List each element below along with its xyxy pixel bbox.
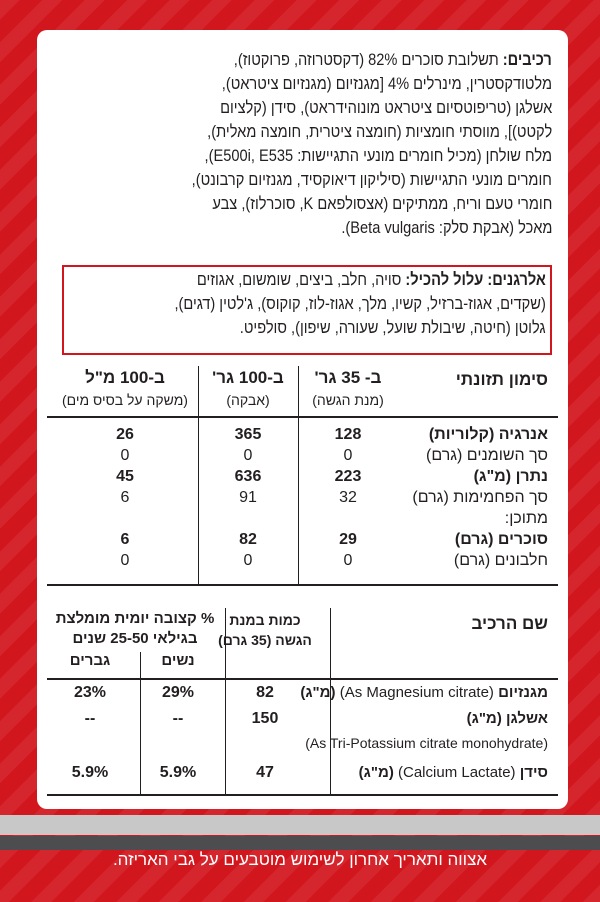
nutrient-value: 32: [339, 489, 357, 506]
allergens-line: (שקדים, אגוז-ברזיל, קשיו, מלך, אגוז-לוז,…: [175, 294, 546, 314]
nutrient-value: 0: [120, 552, 130, 569]
mineral-value: 5.9%: [159, 764, 197, 781]
nutrient-value: 0: [243, 552, 253, 569]
nutrient-label: אנרגיה (קלוריות): [428, 426, 548, 443]
ingredients-line: אשלגן (טריפוטסיום ציטראט מונוהידראט), סי…: [220, 98, 552, 118]
stripe: [0, 815, 600, 835]
nutrient-label: נתרן (מ"ג): [473, 468, 548, 485]
column-heading: ב-100 מ"ל: [85, 368, 165, 387]
nutrient-value: 223: [334, 468, 362, 485]
rdi-heading: % קצובה יומית מומלצת: [55, 610, 215, 627]
nutrition-title: סימון תזונתי: [455, 370, 548, 389]
amount-heading: כמות במנת: [229, 612, 301, 628]
mineral-detail: (As Tri-Potassium citrate monohydrate): [305, 735, 548, 751]
ingredients-line: מאכל (אבקת סלק: Beta vulgaris).: [341, 218, 552, 238]
allergens-line: אלרגנים: עלול להכיל: סויה, חלב, ביצים, ש…: [197, 270, 546, 290]
mineral-value: --: [84, 710, 96, 727]
nutrient-label: סוכרים (גרם): [454, 531, 548, 548]
mineral-name: מגנזיום: [498, 684, 548, 701]
nutrient-label: סך הפחמימות (גרם): [412, 489, 548, 506]
ingredients-line: מלטודקסטרין, מינרלים 4% [מגנזיום (מגנזיו…: [222, 74, 552, 94]
ingredients-text: חומרי טעם וריח, ממתיקים (אצסולפאם K, סוכ…: [212, 194, 552, 213]
ingredients-line: רכיבים: תשלובת סוכרים 82% (דקסטרוזה, פרו…: [234, 50, 552, 70]
mineral-value: 23%: [73, 684, 107, 701]
allergens-text: סויה, חלב, ביצים, שומשום, אגוזים: [196, 270, 402, 289]
women-heading: נשים: [161, 652, 195, 669]
mineral-detail: (As Magnesium citrate): [339, 684, 494, 701]
column-heading: ב- 35 גר': [314, 368, 382, 387]
ingredients-text: מלח שולחן (מכיל חומרים מונעי התגיישות: E…: [204, 146, 552, 165]
nutrient-value: 45: [116, 468, 134, 485]
nutrient-value: 26: [116, 426, 134, 443]
mineral-label: אשלגן (מ"ג): [467, 710, 548, 727]
mineral-unit: (מ"ג): [466, 710, 502, 727]
column-note: (משקה על בסיס מים): [62, 392, 188, 408]
column-note: (מנת הגשה): [312, 392, 384, 408]
nutrient-value: 0: [243, 447, 253, 464]
footer-text: אצווה ותאריך אחרון לשימוש מוטבעים על גבי…: [112, 850, 488, 869]
column-divider: [198, 366, 199, 584]
allergens-text: (שקדים, אגוז-ברזיל, קשיו, מלך, אגוז-לוז,…: [174, 294, 546, 313]
amount-heading: הגשה (35 גרם): [218, 632, 312, 648]
allergens-label: אלרגנים: עלול להכיל:: [405, 270, 546, 289]
column-divider: [225, 608, 226, 794]
nutrient-value: 0: [120, 447, 130, 464]
allergens-line: גלוטן (חיטה, שיבולת שועל, שעורה, שיפון),…: [240, 318, 546, 338]
mineral-label: סידן (Calcium Lactate) (מ"ג): [359, 764, 548, 781]
column-note: (אבקה): [226, 392, 270, 408]
men-heading: גברים: [69, 652, 111, 669]
mineral-unit: (מ"ג): [300, 684, 336, 701]
mineral-value: 5.9%: [71, 764, 109, 781]
nutrient-value: 365: [234, 426, 262, 443]
ingredients-line: חומרים מונעי התגיישות (סיליקון דיאוקסיד,…: [192, 170, 552, 190]
ingredients-text: מאכל (אבקת סלק: Beta vulgaris).: [340, 218, 552, 237]
ingredients-line: לקטט)], מווסתי חומציות (חומצה ציטרית, חו…: [207, 122, 552, 142]
stripe: [0, 836, 600, 850]
nutrient-label: מתוכן:: [504, 510, 548, 527]
mineral-label: מגנזיום (As Magnesium citrate) (מ"ג): [300, 684, 548, 701]
column-heading: ב-100 גר': [212, 368, 284, 387]
nutrient-value: 0: [343, 552, 353, 569]
header-rule: [47, 416, 558, 418]
ingredients-text: לקטט)], מווסתי חומציות (חומצה ציטרית, חו…: [206, 122, 552, 141]
column-divider: [140, 652, 141, 794]
mineral-value: 29%: [161, 684, 195, 701]
mineral-value: --: [172, 710, 184, 727]
nutrient-label: סך השומנים (גרם): [426, 447, 548, 464]
nutrient-label: חלבונים (גרם): [453, 552, 548, 569]
ingredients-line: מלח שולחן (מכיל חומרים מונעי התגיישות: E…: [205, 146, 552, 166]
table-rule: [47, 794, 558, 796]
mineral-name: סידן: [519, 764, 548, 781]
ingredients-text: מלטודקסטרין, מינרלים 4% [מגנזיום (מגנזיו…: [221, 74, 552, 93]
ingredients-text: תשלובת סוכרים 82% (דקסטרוזה, פרוקטוז),: [233, 50, 499, 69]
nutrient-value: 0: [343, 447, 353, 464]
allergen-box: [62, 265, 552, 355]
ingredients-label: רכיבים:: [502, 50, 552, 69]
nutrient-value: 636: [234, 468, 262, 485]
mineral-name: אשלגן: [506, 710, 548, 727]
mineral-value: 150: [251, 710, 279, 727]
ingredients-text: אשלגן (טריפוטסיום ציטראט מונוהידראט), סי…: [219, 98, 552, 117]
allergens-text: גלוטן (חיטה, שיבולת שועל, שעורה, שיפון),…: [240, 318, 546, 337]
table-rule: [47, 584, 558, 586]
mineral-value: 47: [256, 764, 274, 781]
nutrient-value: 91: [239, 489, 257, 506]
column-divider: [298, 366, 299, 584]
column-divider: [330, 608, 331, 794]
ingredients-line: חומרי טעם וריח, ממתיקים (אצסולפאם K, סוכ…: [212, 194, 552, 214]
nutrient-value: 6: [120, 531, 130, 548]
nutrient-value: 82: [239, 531, 257, 548]
mineral-detail: (Calcium Lactate): [398, 764, 516, 781]
nutrient-value: 128: [334, 426, 362, 443]
minerals-heading: שם הרכיב: [471, 614, 548, 633]
nutrient-value: 29: [339, 531, 357, 548]
rdi-heading: בגילאי 25-50 שנים: [72, 630, 198, 647]
mineral-unit: (מ"ג): [358, 764, 394, 781]
nutrient-value: 6: [120, 489, 130, 506]
mineral-value: 82: [256, 684, 274, 701]
label-card: רכיבים: תשלובת סוכרים 82% (דקסטרוזה, פרו…: [37, 30, 568, 809]
ingredients-text: חומרים מונעי התגיישות (סיליקון דיאוקסיד,…: [191, 170, 552, 189]
header-rule: [47, 678, 558, 680]
